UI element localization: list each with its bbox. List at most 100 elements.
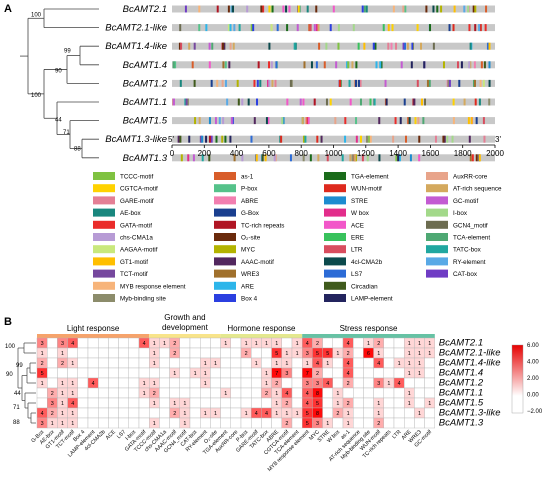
element-mark xyxy=(467,5,470,13)
element-mark xyxy=(320,135,323,143)
heatmap-cell xyxy=(179,357,191,369)
heatmap-cell xyxy=(322,367,334,379)
element-mark xyxy=(355,79,358,87)
element-mark xyxy=(387,42,390,50)
cell-value: 1 xyxy=(71,421,74,427)
cell-value: 2 xyxy=(347,381,350,387)
element-mark xyxy=(185,98,188,106)
heatmap-cell xyxy=(291,387,303,399)
cell-value: 2 xyxy=(51,411,54,417)
legend-label: AE-box xyxy=(120,210,142,217)
heatmap-cell xyxy=(169,377,181,389)
element-mark xyxy=(260,5,263,13)
cell-value: 1 xyxy=(336,391,339,397)
heatmap-cell xyxy=(77,347,89,359)
element-mark xyxy=(241,98,244,106)
heatmap-cell xyxy=(353,377,364,389)
element-mark xyxy=(378,154,381,162)
legend-swatch xyxy=(93,269,115,278)
heatmap-cell xyxy=(148,367,160,379)
legend-label: Box 4 xyxy=(241,296,258,303)
element-mark xyxy=(198,24,201,32)
cell-value: 1 xyxy=(173,401,176,407)
heatmap-cell xyxy=(363,387,374,399)
cell-value: 1 xyxy=(204,411,207,417)
scale-label: 2.00 xyxy=(527,376,539,382)
element-mark xyxy=(270,24,273,32)
promoter-bar-BcAMT1.2 xyxy=(172,79,495,87)
element-mark xyxy=(188,42,191,50)
heatmap-cell xyxy=(414,377,425,389)
column-label: as-1 xyxy=(340,429,352,441)
heatmap-cell xyxy=(199,387,211,399)
element-mark xyxy=(208,154,211,162)
element-mark xyxy=(488,79,491,87)
heatmap-cell xyxy=(189,377,201,389)
cell-value: 4 xyxy=(306,341,309,347)
element-mark xyxy=(428,79,431,87)
element-mark xyxy=(270,61,273,69)
heatmap-cell xyxy=(47,367,58,379)
cell-value: 1 xyxy=(255,341,258,347)
cell-value: 4 xyxy=(316,361,319,367)
element-mark xyxy=(409,154,412,162)
element-mark xyxy=(310,61,313,69)
bootstrap-value: 99 xyxy=(16,363,23,369)
cell-value: 1 xyxy=(71,411,74,417)
bootstrap-value: 44 xyxy=(14,391,21,397)
group-bar-3 xyxy=(302,334,435,338)
element-mark xyxy=(306,5,309,13)
element-mark xyxy=(352,24,355,32)
heatmap-cell xyxy=(322,387,334,399)
heatmap-cell xyxy=(128,387,140,399)
element-mark xyxy=(471,154,474,162)
element-mark xyxy=(309,154,312,162)
element-mark xyxy=(337,42,340,50)
legend-label: GC-motif xyxy=(453,198,478,205)
element-mark xyxy=(378,117,381,125)
heatmap-cell xyxy=(393,337,405,349)
legend-label: RY-element xyxy=(453,259,486,266)
heatmap-cell xyxy=(414,417,425,429)
element-mark xyxy=(281,117,284,125)
bootstrap-value: 71 xyxy=(63,130,70,136)
legend-label: 4cl-CMA2b xyxy=(351,259,383,266)
heatmap-cell xyxy=(77,367,89,379)
heatmap-cell xyxy=(393,347,405,359)
cell-value: 1 xyxy=(265,371,268,377)
element-mark xyxy=(413,98,416,106)
element-mark xyxy=(359,79,362,87)
legend-swatch xyxy=(214,172,236,180)
element-mark xyxy=(469,42,472,50)
element-mark xyxy=(211,42,214,50)
element-mark xyxy=(347,61,350,69)
cell-value: 4 xyxy=(71,401,74,407)
element-mark xyxy=(177,135,180,143)
element-mark xyxy=(221,42,224,50)
element-mark xyxy=(282,5,285,13)
element-mark xyxy=(355,117,358,125)
element-mark xyxy=(193,42,196,50)
element-mark xyxy=(458,79,461,87)
element-mark xyxy=(425,5,428,13)
element-mark xyxy=(341,154,344,162)
heatmap-cell xyxy=(230,417,242,429)
legend-swatch xyxy=(324,257,346,266)
element-mark xyxy=(208,135,211,143)
legend-swatch xyxy=(426,257,448,266)
heatmap-cell xyxy=(393,417,405,429)
group-title-stress: Stress response xyxy=(340,324,398,333)
element-mark xyxy=(323,61,326,69)
promoter-bar-BcAMT1.4-like xyxy=(172,42,495,50)
scale-label: −2.00 xyxy=(527,409,543,415)
legend-label: MYC xyxy=(241,247,255,254)
element-mark xyxy=(186,98,189,106)
element-mark xyxy=(479,79,482,87)
legend-swatch xyxy=(214,208,236,217)
heatmap-cell xyxy=(353,407,364,419)
element-mark xyxy=(268,42,271,50)
element-mark xyxy=(198,5,201,13)
legend-swatch xyxy=(93,172,115,180)
element-mark xyxy=(404,5,407,13)
element-mark xyxy=(289,79,292,87)
